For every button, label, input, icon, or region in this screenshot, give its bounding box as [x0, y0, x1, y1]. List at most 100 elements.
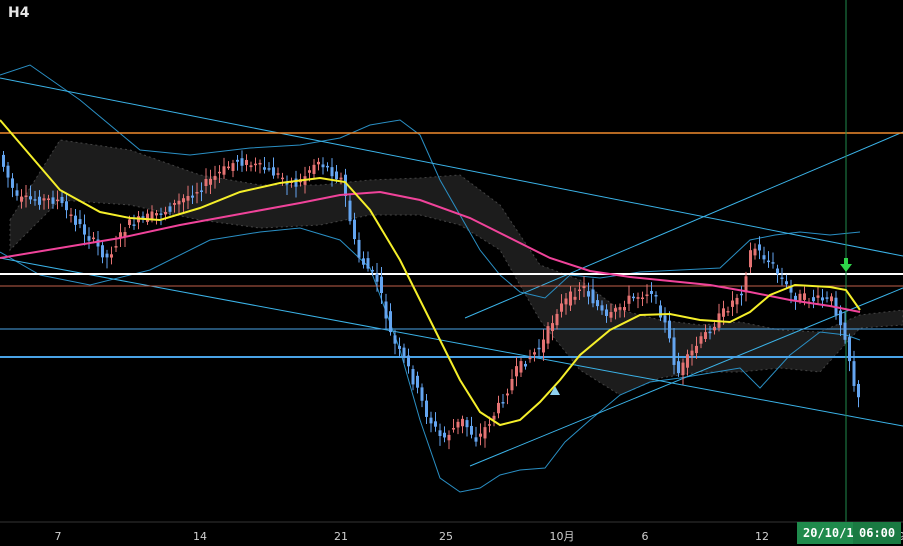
timeframe-label: H4	[8, 5, 30, 21]
candle	[407, 348, 410, 374]
candle	[222, 157, 226, 180]
candle	[24, 184, 28, 208]
candle	[470, 416, 473, 439]
candle	[686, 349, 689, 376]
candle	[582, 276, 586, 298]
candle	[695, 336, 698, 359]
candle	[717, 303, 721, 332]
candle	[542, 329, 545, 361]
candle	[227, 161, 230, 170]
candle	[83, 214, 86, 246]
candle	[258, 159, 262, 174]
candle	[438, 423, 442, 446]
candle	[38, 190, 41, 210]
candle	[591, 278, 595, 308]
candle	[416, 371, 419, 394]
candle	[29, 185, 32, 204]
candle	[443, 426, 446, 443]
candle	[812, 289, 815, 309]
candle	[2, 150, 5, 172]
candle	[483, 421, 487, 448]
candle	[42, 194, 46, 210]
ichimoku-cloud	[9, 139, 903, 396]
candle	[474, 426, 478, 447]
bollinger-bands	[0, 64, 903, 493]
candle	[510, 369, 514, 395]
candle	[236, 154, 239, 171]
candle	[596, 294, 599, 311]
candle	[371, 266, 374, 276]
candle	[641, 291, 644, 306]
candle	[740, 285, 743, 306]
candle	[573, 287, 577, 305]
candle	[839, 305, 842, 337]
candle	[348, 193, 352, 225]
candle	[209, 169, 212, 195]
candle	[263, 157, 266, 174]
candle	[825, 291, 829, 303]
candle	[771, 252, 775, 269]
candle	[731, 291, 734, 317]
candle	[362, 251, 365, 269]
trend-lines	[0, 0, 903, 522]
candle	[87, 227, 91, 249]
candle	[735, 294, 739, 314]
candle	[546, 322, 550, 350]
annotations	[550, 258, 852, 395]
candle	[569, 285, 572, 312]
candle	[6, 162, 10, 188]
candle	[758, 236, 761, 260]
candle	[587, 282, 590, 305]
candle	[434, 412, 437, 432]
candle	[177, 193, 181, 215]
candle	[776, 264, 779, 283]
bollinger-lower	[0, 227, 861, 493]
candle	[213, 165, 217, 189]
candle	[204, 168, 208, 194]
candle	[515, 357, 518, 387]
candle	[452, 418, 455, 433]
candle	[672, 327, 676, 375]
candle	[537, 339, 541, 358]
candle	[272, 157, 275, 179]
candle	[654, 291, 658, 304]
candle	[101, 242, 104, 264]
candle	[614, 304, 617, 320]
candle	[267, 162, 271, 172]
candle	[578, 282, 581, 300]
candle	[191, 185, 194, 204]
candle	[600, 300, 604, 315]
candle	[51, 190, 55, 209]
candle	[749, 242, 752, 273]
x-tick-label: 7	[55, 530, 62, 543]
candle	[524, 360, 527, 370]
candle	[186, 185, 190, 210]
candle	[533, 348, 536, 362]
candle	[353, 212, 356, 245]
candle	[605, 304, 608, 323]
candle	[627, 285, 631, 312]
ma-fast-line	[0, 119, 861, 427]
candle	[465, 416, 469, 437]
signal-arrow-down	[840, 258, 852, 272]
candle	[137, 210, 140, 230]
candle	[497, 395, 500, 419]
candle	[726, 306, 730, 316]
bollinger-upper	[0, 64, 861, 299]
candle	[762, 246, 766, 264]
candle	[384, 293, 388, 329]
candle	[830, 293, 833, 306]
candle	[677, 352, 680, 377]
candle	[141, 211, 145, 223]
candle	[254, 157, 257, 172]
candle	[11, 173, 14, 198]
candle	[713, 322, 716, 335]
candle	[294, 170, 298, 198]
candle	[420, 383, 424, 408]
x-tick-label: 12	[755, 530, 769, 543]
candle	[618, 303, 622, 318]
candle	[195, 182, 199, 204]
candle	[231, 159, 235, 178]
candle	[159, 207, 163, 226]
